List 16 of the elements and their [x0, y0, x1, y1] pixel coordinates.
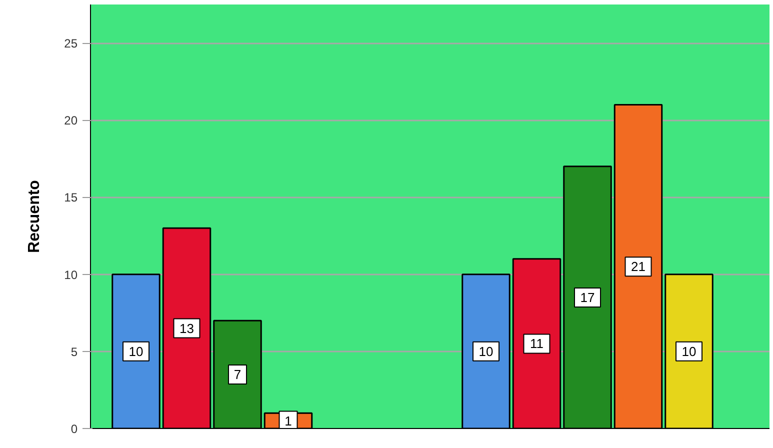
y-tick-label: 10: [64, 268, 78, 282]
y-tick-label: 0: [70, 422, 78, 436]
y-tick-label: 5: [70, 344, 78, 359]
data-label: 17: [580, 290, 595, 305]
y-tick-label: 15: [64, 190, 78, 205]
data-label: 13: [180, 320, 194, 336]
data-label: 10: [682, 344, 696, 359]
data-label: 7: [234, 367, 242, 382]
y-tick-label: 20: [64, 114, 78, 128]
y-axis-title: Recuento: [26, 180, 44, 253]
y-tick-label: 25: [64, 36, 78, 51]
data-label: 10: [128, 344, 144, 359]
data-label: 10: [478, 344, 494, 359]
data-label: 21: [631, 259, 646, 274]
data-label: 1: [284, 413, 292, 428]
data-label: 11: [530, 336, 544, 352]
